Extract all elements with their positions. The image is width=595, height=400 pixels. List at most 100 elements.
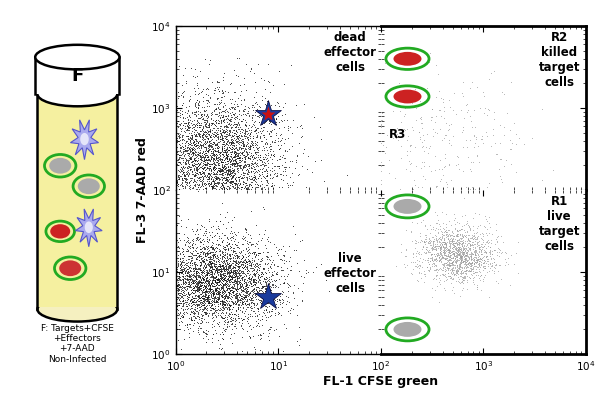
Point	[192, 167, 202, 174]
Point	[416, 165, 425, 172]
Point	[220, 148, 230, 154]
Point	[171, 129, 180, 135]
Point	[191, 272, 201, 278]
Point	[231, 290, 240, 297]
Text: FL-1 CFSE green: FL-1 CFSE green	[323, 376, 439, 388]
Point	[424, 236, 433, 242]
Point	[218, 132, 227, 138]
Point	[226, 302, 235, 308]
Point	[179, 172, 189, 178]
Point	[259, 283, 268, 290]
Point	[171, 273, 180, 279]
Point	[177, 102, 186, 109]
Point	[452, 254, 461, 260]
Point	[213, 258, 223, 264]
Point	[247, 164, 256, 171]
Point	[240, 301, 250, 307]
Point	[212, 142, 221, 148]
Point	[237, 150, 246, 156]
Point	[234, 272, 243, 278]
Point	[210, 187, 220, 193]
Point	[439, 241, 449, 248]
Point	[212, 276, 222, 282]
Point	[454, 240, 464, 246]
Point	[444, 240, 454, 246]
Point	[449, 211, 459, 217]
Point	[171, 254, 180, 260]
Point	[252, 260, 262, 266]
Point	[438, 246, 447, 253]
Point	[403, 261, 412, 268]
Point	[171, 187, 180, 193]
Point	[266, 312, 275, 318]
Point	[184, 163, 194, 170]
Point	[253, 262, 263, 268]
Point	[224, 144, 234, 150]
Point	[207, 264, 217, 271]
Point	[252, 280, 261, 286]
Point	[171, 92, 180, 98]
Point	[454, 263, 464, 270]
Point	[209, 291, 218, 297]
Point	[224, 167, 233, 173]
Point	[488, 251, 497, 257]
Point	[171, 128, 180, 134]
Point	[209, 159, 219, 165]
Point	[234, 253, 243, 260]
Point	[171, 164, 180, 170]
Point	[217, 162, 226, 169]
Point	[401, 246, 411, 252]
Point	[195, 262, 204, 268]
Point	[446, 260, 456, 267]
Point	[468, 265, 478, 272]
Point	[317, 157, 326, 164]
Point	[246, 187, 256, 193]
Point	[234, 121, 243, 127]
Point	[171, 137, 180, 144]
Point	[214, 293, 224, 299]
Point	[171, 158, 180, 165]
Point	[223, 187, 233, 193]
Point	[208, 311, 217, 318]
Point	[250, 281, 259, 288]
Point	[444, 270, 453, 276]
Point	[485, 248, 494, 254]
Point	[253, 156, 262, 163]
Point	[223, 164, 233, 170]
Point	[178, 314, 188, 320]
Polygon shape	[70, 120, 99, 160]
Point	[454, 264, 464, 271]
Point	[242, 289, 251, 296]
Point	[219, 289, 228, 295]
Point	[243, 155, 252, 162]
Point	[171, 187, 180, 193]
Point	[211, 154, 221, 160]
Point	[226, 234, 236, 240]
Point	[236, 154, 245, 161]
Point	[171, 181, 180, 187]
Ellipse shape	[60, 260, 81, 276]
Point	[446, 252, 455, 258]
Point	[233, 153, 242, 159]
Point	[222, 138, 231, 145]
Point	[219, 139, 228, 145]
Point	[441, 242, 451, 249]
Point	[466, 265, 475, 271]
Point	[218, 252, 228, 259]
Point	[233, 306, 243, 312]
Point	[206, 148, 215, 154]
Point	[218, 147, 227, 154]
Point	[222, 135, 231, 142]
Point	[232, 281, 242, 287]
Point	[193, 171, 202, 177]
Point	[212, 276, 221, 283]
Point	[252, 184, 262, 190]
Point	[173, 248, 183, 254]
Point	[172, 295, 181, 302]
Point	[171, 264, 180, 271]
Point	[216, 298, 226, 304]
Point	[202, 152, 211, 158]
Point	[200, 180, 209, 186]
Point	[176, 290, 186, 296]
Point	[189, 267, 199, 273]
